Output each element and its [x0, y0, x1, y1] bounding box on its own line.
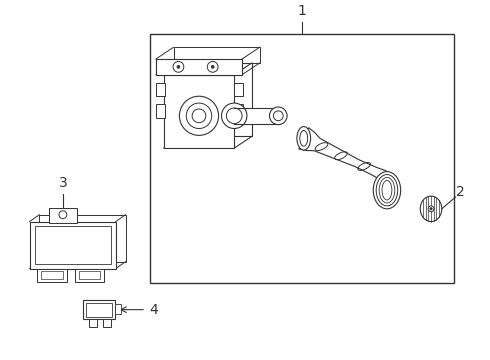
Bar	[156, 104, 165, 118]
Circle shape	[270, 107, 287, 125]
Circle shape	[207, 62, 218, 72]
Bar	[234, 82, 243, 96]
Circle shape	[428, 206, 434, 212]
Bar	[89, 319, 97, 327]
Ellipse shape	[376, 175, 398, 206]
Ellipse shape	[300, 130, 308, 146]
Bar	[86, 303, 112, 316]
Bar	[41, 271, 63, 279]
Bar	[115, 304, 121, 314]
Bar	[74, 269, 104, 282]
Bar	[234, 108, 278, 123]
Circle shape	[59, 211, 67, 219]
Bar	[173, 47, 260, 63]
Text: 1: 1	[297, 4, 306, 18]
Circle shape	[177, 66, 180, 68]
Bar	[164, 75, 234, 148]
Bar	[37, 269, 67, 282]
Text: 3: 3	[58, 176, 67, 190]
Bar	[156, 82, 165, 96]
Circle shape	[179, 96, 219, 135]
Polygon shape	[299, 128, 390, 181]
Circle shape	[430, 208, 432, 210]
Ellipse shape	[420, 196, 442, 221]
Circle shape	[221, 103, 247, 129]
Bar	[29, 221, 116, 269]
Circle shape	[211, 66, 214, 68]
Bar	[150, 33, 454, 283]
Bar	[78, 271, 100, 279]
Circle shape	[192, 109, 206, 123]
Bar	[234, 104, 243, 118]
Bar	[103, 319, 111, 327]
Circle shape	[186, 103, 212, 129]
Circle shape	[173, 62, 184, 72]
Bar	[39, 215, 125, 262]
Text: 4: 4	[149, 303, 158, 317]
Bar	[156, 59, 242, 75]
Ellipse shape	[373, 172, 401, 209]
Bar	[34, 226, 111, 264]
Bar	[83, 300, 115, 319]
Text: 2: 2	[457, 185, 465, 199]
Bar	[181, 63, 252, 136]
Ellipse shape	[297, 127, 311, 150]
Circle shape	[226, 108, 242, 123]
Bar	[49, 208, 76, 222]
Circle shape	[273, 111, 283, 121]
